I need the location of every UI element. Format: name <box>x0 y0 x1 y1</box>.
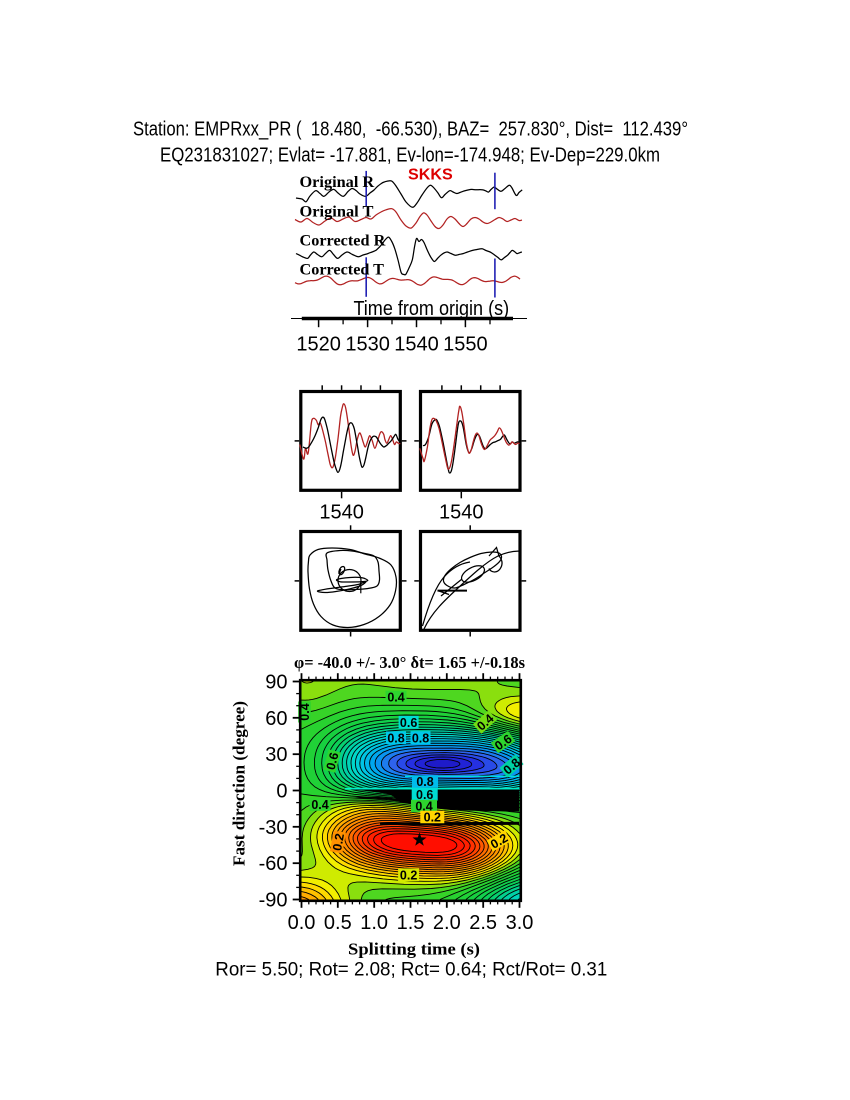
svg-text:Corrected T: Corrected T <box>300 261 385 278</box>
svg-text:Ror= 5.50; Rot= 2.08; Rct= 0.6: Ror= 5.50; Rot= 2.08; Rct= 0.64; Rct/Rot… <box>215 959 607 981</box>
svg-text:1540: 1540 <box>439 501 484 523</box>
svg-text:0.6: 0.6 <box>324 751 342 771</box>
svg-text:0.6: 0.6 <box>400 716 417 730</box>
svg-text:2.0: 2.0 <box>433 912 461 934</box>
svg-text:0.8: 0.8 <box>416 775 433 789</box>
svg-text:90: 90 <box>265 672 287 694</box>
svg-text:0.2: 0.2 <box>424 811 441 825</box>
svg-text:Corrected R: Corrected R <box>300 233 387 250</box>
svg-text:Splitting time (s): Splitting time (s) <box>348 940 480 959</box>
svg-text:0.8: 0.8 <box>412 731 429 745</box>
svg-text:-60: -60 <box>259 853 288 875</box>
svg-text:3.0: 3.0 <box>506 912 534 934</box>
svg-text:0.4: 0.4 <box>298 703 312 720</box>
svg-text:1520: 1520 <box>296 334 341 356</box>
svg-text:0: 0 <box>276 781 287 803</box>
svg-text:Fast direction (degree): Fast direction (degree) <box>230 701 249 866</box>
svg-text:EQ231831027; Evlat= -17.881, E: EQ231831027; Evlat= -17.881, Ev-lon=-174… <box>160 145 660 167</box>
svg-text:0.6: 0.6 <box>416 788 433 802</box>
svg-text:0.4: 0.4 <box>387 691 404 705</box>
svg-text:0.0: 0.0 <box>288 912 316 934</box>
svg-text:-30: -30 <box>259 817 288 839</box>
svg-text:1530: 1530 <box>345 334 390 356</box>
svg-text:2.5: 2.5 <box>469 912 497 934</box>
svg-text:1540: 1540 <box>319 501 364 523</box>
svg-text:1.5: 1.5 <box>397 912 425 934</box>
svg-text:1.0: 1.0 <box>360 912 388 934</box>
svg-text:60: 60 <box>265 708 287 730</box>
svg-text:Original R: Original R <box>300 174 376 191</box>
svg-text:0.2: 0.2 <box>400 868 417 882</box>
svg-text:0.4: 0.4 <box>415 800 432 814</box>
svg-text:Station: EMPRxx_PR ( 18.480,: Station: EMPRxx_PR ( 18.480, -66.530), B… <box>133 119 688 141</box>
svg-text:-90: -90 <box>259 890 288 912</box>
svg-text:1550: 1550 <box>443 334 488 356</box>
svg-text:φ= -40.0 +/- 3.0° δt= 1.65 +/-: φ= -40.0 +/- 3.0° δt= 1.65 +/-0.18s <box>294 653 525 672</box>
svg-text:Time from origin (s): Time from origin (s) <box>353 298 509 320</box>
svg-text:0.8: 0.8 <box>387 731 404 745</box>
svg-text:SKKS: SKKS <box>408 167 453 184</box>
svg-text:0.4: 0.4 <box>311 798 328 812</box>
svg-text:0.5: 0.5 <box>324 912 352 934</box>
svg-text:Original T: Original T <box>300 203 375 220</box>
svg-text:1540: 1540 <box>394 334 439 356</box>
svg-text:30: 30 <box>265 744 287 766</box>
svg-text:0.2: 0.2 <box>330 832 347 852</box>
